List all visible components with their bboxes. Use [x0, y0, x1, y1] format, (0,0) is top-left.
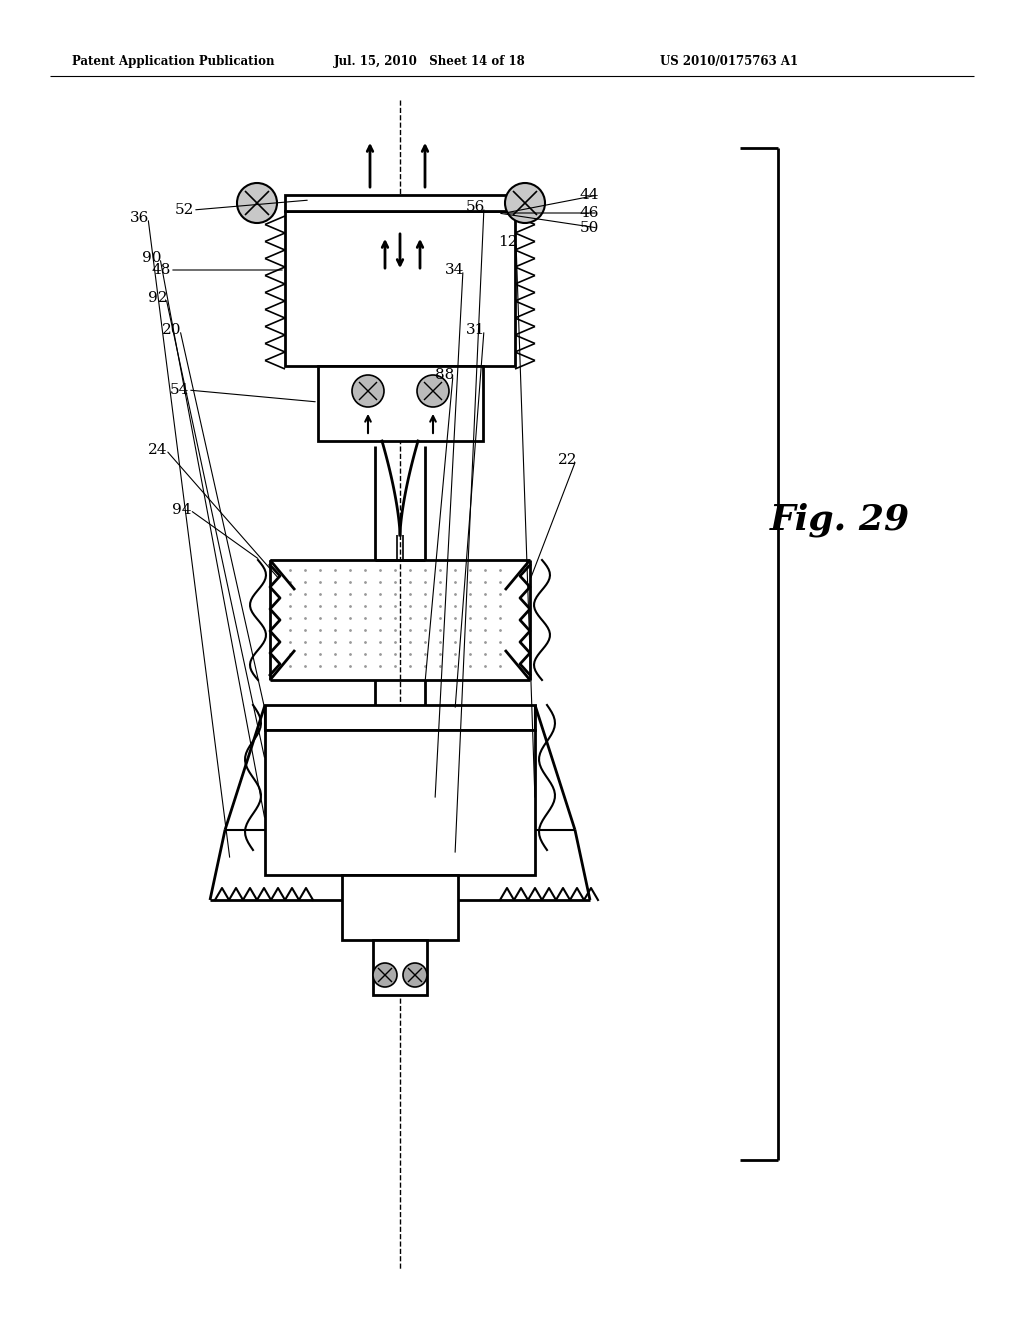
Text: 31: 31: [466, 323, 485, 337]
Text: 92: 92: [148, 290, 168, 305]
Text: 24: 24: [148, 444, 168, 457]
Text: 90: 90: [142, 251, 162, 265]
Text: 94: 94: [172, 503, 191, 517]
Text: 22: 22: [558, 453, 578, 467]
Circle shape: [417, 375, 449, 407]
Text: Jul. 15, 2010   Sheet 14 of 18: Jul. 15, 2010 Sheet 14 of 18: [334, 55, 526, 69]
Text: 12: 12: [498, 235, 517, 249]
Text: 56: 56: [466, 201, 485, 214]
Bar: [265, 705, 535, 730]
Bar: [285, 211, 515, 366]
Text: 48: 48: [152, 263, 171, 277]
Text: 52: 52: [175, 203, 195, 216]
Bar: [318, 366, 483, 441]
Text: Fig. 29: Fig. 29: [770, 503, 910, 537]
Circle shape: [237, 183, 278, 223]
Circle shape: [403, 964, 427, 987]
Bar: [373, 940, 427, 995]
Text: 36: 36: [130, 211, 150, 224]
Text: 20: 20: [162, 323, 181, 337]
Bar: [285, 195, 515, 211]
Text: 34: 34: [445, 263, 464, 277]
Text: Patent Application Publication: Patent Application Publication: [72, 55, 274, 69]
Circle shape: [352, 375, 384, 407]
Text: US 2010/0175763 A1: US 2010/0175763 A1: [660, 55, 798, 69]
Bar: [342, 875, 458, 940]
Bar: [265, 730, 535, 875]
Circle shape: [373, 964, 397, 987]
Text: 54: 54: [170, 383, 189, 397]
Text: 44: 44: [580, 187, 599, 202]
Text: 88: 88: [435, 368, 455, 381]
Circle shape: [505, 183, 545, 223]
Text: 46: 46: [580, 206, 599, 220]
Text: 50: 50: [580, 220, 599, 235]
